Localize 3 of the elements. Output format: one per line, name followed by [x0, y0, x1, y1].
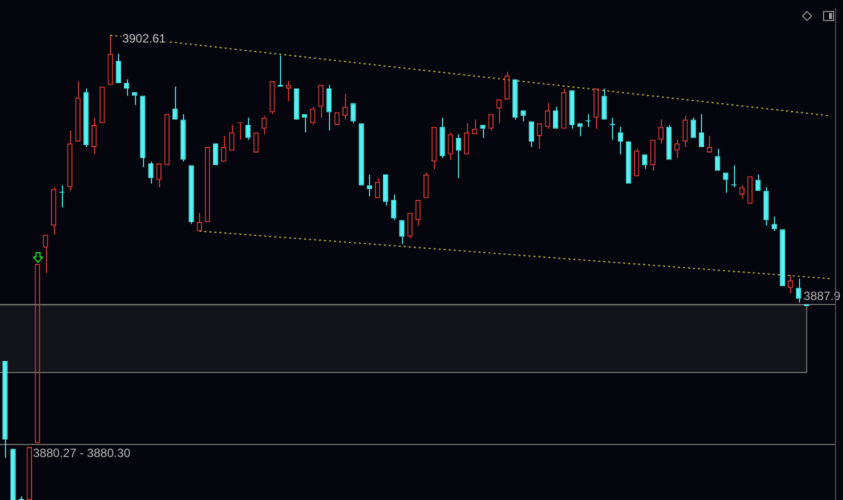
ref-line-label: 3880.27 - 3880.30 [33, 446, 131, 460]
ref-line-label: 3887.9 [804, 288, 841, 303]
annotation: 3902.61 [122, 32, 166, 46]
